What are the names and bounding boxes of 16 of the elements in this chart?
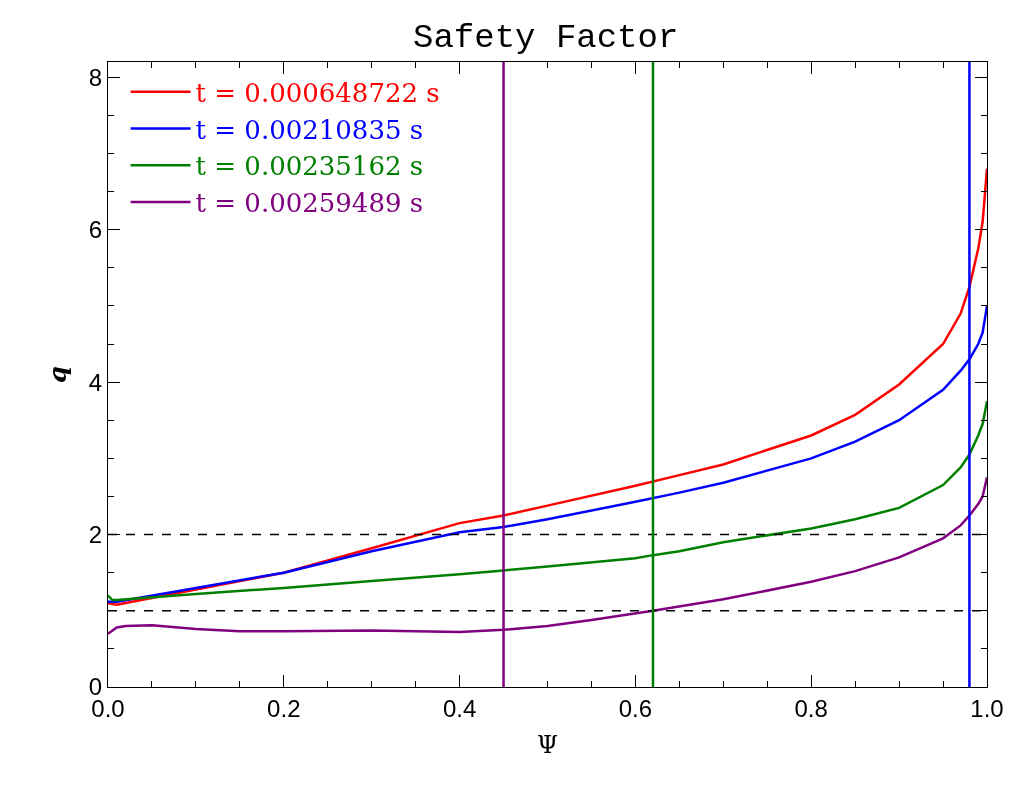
x-tick-label: 0.4 [442,694,477,722]
x-tick-label: 0.2 [267,694,301,722]
x-tick-label: 1.0 [970,694,1004,722]
x-axis-title: Ψ [536,731,559,760]
legend-label: t = 0.00259489 s [195,188,424,219]
chart-title: Safety Factor [413,19,679,58]
x-tick-label: 0.8 [794,694,828,722]
y-tick-label: 2 [88,520,103,548]
legend-label: t = 0.00235162 s [195,151,424,182]
legend-label: t = 0.000648722 s [195,77,440,108]
y-tick-label: 4 [88,368,103,396]
x-tick-label: 0.6 [618,694,653,722]
y-axis-title: q [42,366,72,383]
y-tick-label: 6 [88,216,103,244]
legend-label: t = 0.00210835 s [195,114,424,145]
y-tick-label: 8 [88,63,103,91]
